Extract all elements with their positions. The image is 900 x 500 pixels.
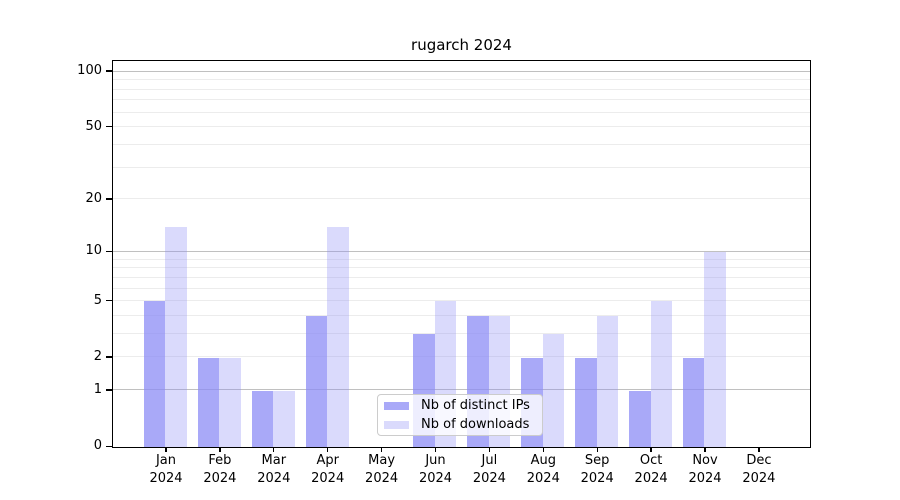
x-tick-label: Feb 2024 [203, 453, 237, 486]
y-tick [106, 300, 112, 302]
x-tick-label: Mar 2024 [257, 453, 291, 486]
gridline-minor [113, 143, 810, 145]
bar-distinct-ips-feb [197, 357, 220, 447]
x-tick-label: Jul 2024 [472, 453, 506, 486]
gridline-minor [113, 198, 810, 200]
x-tick [380, 448, 383, 452]
gridline-minor [113, 276, 810, 278]
gridline-major [113, 250, 810, 252]
gridline-minor [113, 287, 810, 289]
x-tick [434, 448, 437, 452]
bar-downloads-feb [219, 357, 241, 447]
y-tick-label: 1 [93, 382, 102, 398]
y-tick-label: 0 [93, 438, 102, 454]
bar-downloads-apr [327, 226, 349, 447]
bar-distinct-ips-mar [251, 390, 274, 447]
legend: Nb of distinct IPs Nb of downloads [377, 394, 543, 436]
y-tick [106, 445, 112, 448]
x-tick-label: Dec 2024 [742, 453, 776, 486]
bar-downloads-jan [165, 226, 187, 447]
plot-area [112, 60, 811, 448]
x-tick [327, 448, 329, 452]
gridline-major [113, 70, 810, 72]
x-tick [488, 448, 491, 452]
x-tick-label: Aug 2024 [526, 453, 560, 486]
legend-item-downloads: Nb of downloads [384, 417, 534, 432]
y-tick [106, 250, 112, 253]
gridline-minor [113, 88, 810, 90]
bar-downloads-oct [650, 301, 672, 447]
x-tick-label: May 2024 [365, 453, 399, 486]
bar-downloads-mar [273, 390, 295, 447]
gridline-minor [113, 126, 810, 128]
gridline-minor [113, 333, 810, 335]
y-tick-label: 50 [85, 118, 102, 134]
x-tick [542, 448, 544, 452]
gridline-minor [113, 356, 810, 358]
legend-label-distinct-ips: Nb of distinct IPs [421, 398, 530, 413]
chart-title: rugarch 2024 [411, 36, 512, 54]
gridline-minor [113, 258, 810, 260]
bar-downloads-sep [596, 316, 619, 447]
bar-distinct-ips-oct [629, 390, 651, 447]
x-tick-label: Oct 2024 [634, 453, 668, 486]
gridline-minor [113, 166, 810, 168]
x-tick [273, 448, 275, 452]
bar-distinct-ips-apr [305, 316, 328, 447]
bar-distinct-ips-nov [682, 357, 705, 447]
bar-downloads-aug [542, 334, 565, 447]
bar-downloads-nov [704, 252, 726, 447]
x-tick [650, 448, 652, 452]
x-tick-label: Jan 2024 [149, 453, 183, 486]
bar-distinct-ips-jan [143, 301, 166, 447]
legend-label-downloads: Nb of downloads [421, 417, 530, 432]
y-tick [106, 126, 112, 128]
legend-item-distinct-ips: Nb of distinct IPs [384, 398, 534, 413]
gridline-minor [113, 79, 810, 81]
y-tick-label: 10 [85, 243, 102, 259]
y-tick [106, 389, 112, 391]
x-tick [219, 448, 221, 452]
x-tick-label: Jun 2024 [418, 453, 453, 486]
y-tick-label: 20 [85, 190, 102, 206]
gridline-major [113, 389, 810, 391]
gridline-minor [113, 300, 810, 302]
gridline-minor [113, 314, 810, 316]
bar-distinct-ips-sep [575, 357, 597, 447]
y-tick [106, 356, 112, 358]
x-tick-label: Nov 2024 [688, 453, 722, 486]
x-tick-label: Apr 2024 [311, 453, 345, 486]
y-tick-label: 2 [93, 349, 102, 365]
y-tick-label: 5 [93, 292, 102, 308]
y-tick-label: 100 [77, 63, 102, 79]
x-tick [758, 448, 760, 452]
gridline-minor [113, 267, 810, 269]
gridline-minor [113, 99, 810, 101]
legend-swatch-downloads [384, 420, 409, 429]
x-tick [596, 448, 598, 452]
gridline-minor [113, 111, 810, 113]
x-tick [165, 448, 167, 452]
y-tick [106, 70, 112, 72]
x-tick-label: Sep 2024 [580, 453, 614, 486]
legend-swatch-distinct-ips [384, 401, 409, 410]
x-tick [704, 448, 706, 452]
y-tick [106, 198, 112, 200]
